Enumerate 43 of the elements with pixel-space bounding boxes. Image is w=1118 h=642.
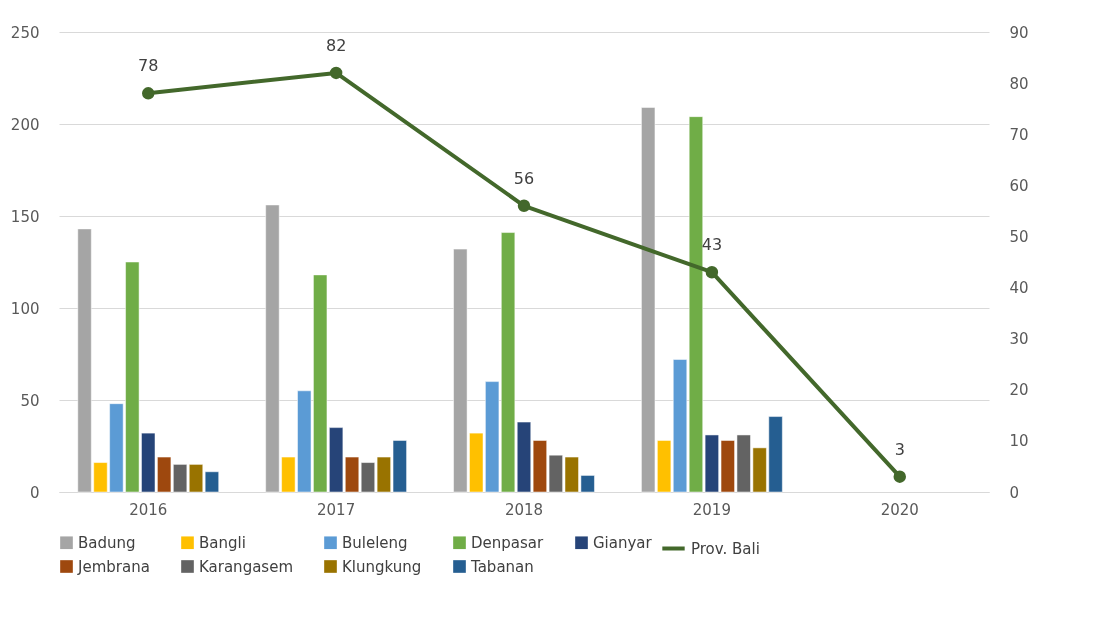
y2-tick-label: 50	[1009, 227, 1029, 246]
y-tick-label: 150	[10, 207, 40, 226]
x-tick-label: 2018	[504, 500, 544, 519]
y2-tick-label: 0	[1009, 483, 1020, 502]
legend-label: Denpasar	[471, 533, 545, 552]
point	[893, 470, 906, 483]
y2-tick-label: 70	[1009, 125, 1029, 144]
x-tick-label: 2019	[692, 500, 731, 519]
y-tick-label: 200	[10, 115, 40, 134]
point	[329, 66, 343, 80]
y-tick-label: 250	[10, 23, 40, 42]
point	[142, 87, 155, 100]
legend-label: Karangasem	[199, 557, 293, 576]
legend-label: Tabanan	[470, 557, 534, 576]
legend-label: Klungkung	[342, 557, 422, 576]
bar	[516, 421, 532, 493]
y2-tick-label: 80	[1009, 74, 1029, 93]
legend-label: Jembrana	[77, 557, 150, 576]
point	[517, 199, 531, 213]
y2-tick-label: 10	[1009, 432, 1029, 451]
point	[705, 265, 719, 279]
legend-label: Bangli	[199, 533, 246, 552]
legend-label: Gianyar	[593, 533, 653, 552]
y2-tick-label: 40	[1009, 279, 1029, 298]
data-label: 56	[513, 168, 535, 188]
data-label: 82	[325, 35, 347, 55]
legend-label: Prov. Bali	[691, 539, 760, 558]
y2-tick-label: 20	[1009, 381, 1029, 400]
y2-tick-label: 90	[1009, 23, 1029, 42]
data-label: 78	[138, 56, 159, 76]
x-tick-label: 2016	[129, 500, 168, 519]
y2-tick-label: 60	[1009, 176, 1029, 195]
y-tick-label: 0	[29, 483, 40, 502]
bar	[204, 471, 219, 493]
y-tick-label: 100	[10, 299, 40, 318]
data-label: 43	[701, 235, 723, 255]
legend-label: Buleleng	[342, 533, 408, 552]
data-label: 3	[894, 439, 905, 459]
x-tick-label: 2017	[317, 500, 356, 519]
x-tick-label: 2020	[880, 500, 919, 519]
y2-tick-label: 30	[1009, 330, 1029, 349]
legend-label: Badung	[78, 533, 136, 552]
y-tick-label: 50	[20, 391, 40, 410]
